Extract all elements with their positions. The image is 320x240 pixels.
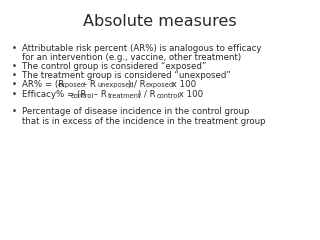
Text: x 100: x 100 (177, 90, 204, 99)
Text: The control group is considered “exposed”: The control group is considered “exposed… (22, 62, 206, 71)
Text: •: • (12, 71, 17, 80)
Text: unexposed: unexposed (98, 83, 134, 89)
Text: •: • (12, 80, 17, 89)
Text: exposed: exposed (58, 83, 86, 89)
Text: x 100: x 100 (169, 80, 196, 89)
Text: treatment: treatment (108, 92, 142, 98)
Text: that is in excess of the incidence in the treatment group: that is in excess of the incidence in th… (22, 116, 266, 126)
Text: Percentage of disease incidence in the control group: Percentage of disease incidence in the c… (22, 107, 250, 116)
Text: •: • (12, 62, 17, 71)
Text: •: • (12, 44, 17, 53)
Text: Efficacy% = (R: Efficacy% = (R (22, 90, 86, 99)
Text: •: • (12, 107, 17, 116)
Text: Absolute measures: Absolute measures (83, 14, 237, 29)
Text: control: control (71, 92, 94, 98)
Text: for an intervention (e.g., vaccine, other treatment): for an intervention (e.g., vaccine, othe… (22, 54, 241, 62)
Text: ) / R: ) / R (127, 80, 145, 89)
Text: AR% = (R: AR% = (R (22, 80, 64, 89)
Text: control: control (156, 92, 180, 98)
Text: Attributable risk percent (AR%) is analogous to efficacy: Attributable risk percent (AR%) is analo… (22, 44, 261, 53)
Text: exposed: exposed (146, 83, 174, 89)
Text: •: • (12, 90, 17, 99)
Text: – R: – R (91, 90, 107, 99)
Text: The treatment group is considered “unexposed”: The treatment group is considered “unexp… (22, 71, 231, 80)
Text: – R: – R (81, 80, 96, 89)
Text: ) / R: ) / R (138, 90, 156, 99)
